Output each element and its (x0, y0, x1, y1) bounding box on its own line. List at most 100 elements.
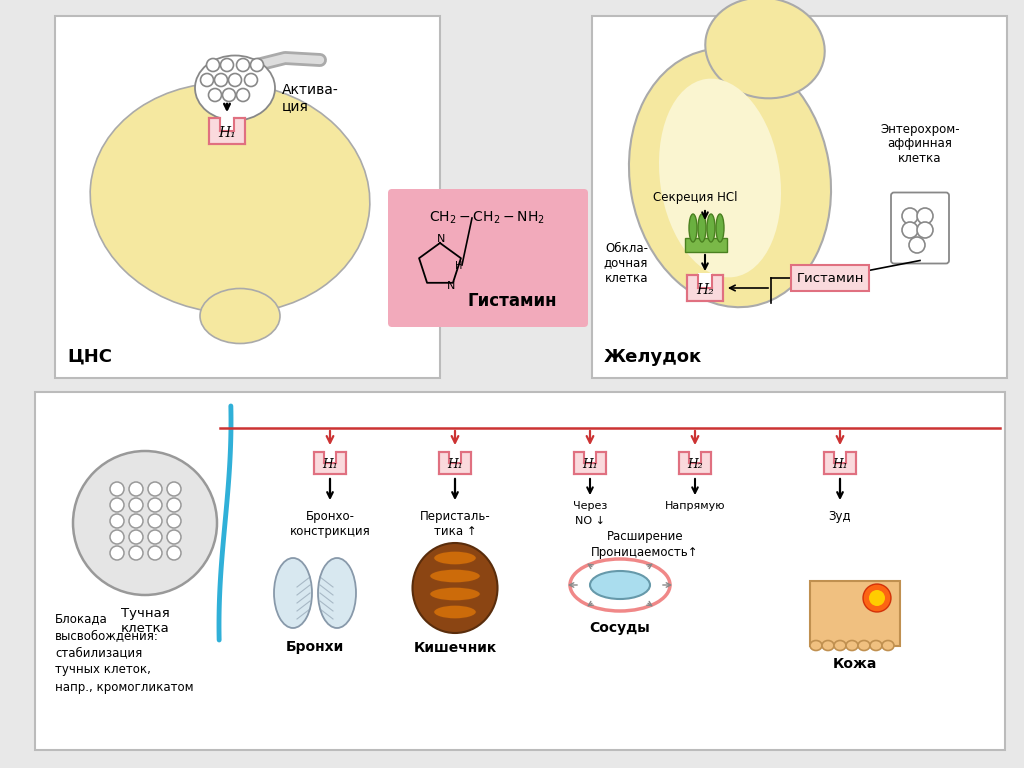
Text: Перисталь-
тика ↑: Перисталь- тика ↑ (420, 510, 490, 538)
Bar (685, 238, 727, 252)
Text: Напрямую: Напрямую (665, 501, 725, 511)
Bar (449, 449, 461, 463)
Text: $\mathregular{CH_2-CH_2-NH_2}$: $\mathregular{CH_2-CH_2-NH_2}$ (429, 210, 545, 227)
Text: H₁: H₁ (447, 458, 463, 472)
Circle shape (902, 222, 918, 238)
Circle shape (228, 74, 242, 87)
Text: Через: Через (572, 501, 607, 511)
Bar (209, 118, 245, 144)
Circle shape (167, 514, 181, 528)
Circle shape (110, 546, 124, 560)
Bar (35, 392, 1005, 750)
Circle shape (148, 498, 162, 512)
Circle shape (918, 208, 933, 224)
Ellipse shape (590, 571, 650, 599)
Ellipse shape (810, 641, 822, 650)
Bar (55, 16, 440, 378)
Circle shape (237, 58, 250, 71)
Ellipse shape (433, 605, 476, 619)
Circle shape (167, 498, 181, 512)
Bar (689, 449, 701, 463)
Bar (314, 452, 346, 475)
Bar (679, 452, 711, 475)
Text: N: N (446, 281, 455, 291)
Circle shape (869, 590, 885, 606)
Ellipse shape (716, 214, 724, 242)
Circle shape (220, 58, 233, 71)
Circle shape (222, 88, 236, 101)
Text: Гистамин: Гистамин (467, 292, 557, 310)
Circle shape (148, 482, 162, 496)
Text: H₂: H₂ (696, 283, 714, 297)
Circle shape (148, 514, 162, 528)
Circle shape (207, 58, 219, 71)
Text: Расширение: Расширение (606, 530, 683, 543)
Circle shape (148, 546, 162, 560)
Bar (592, 16, 1007, 378)
Text: Кишечник: Кишечник (414, 641, 497, 655)
Text: H₁: H₁ (218, 126, 236, 140)
Circle shape (129, 530, 143, 544)
Text: Тучная
клетка: Тучная клетка (121, 607, 169, 635)
Text: H₁: H₁ (583, 458, 598, 472)
Text: H₁: H₁ (833, 458, 848, 472)
Text: Обкла-
дочная
клетка: Обкла- дочная клетка (603, 241, 648, 284)
Ellipse shape (274, 558, 312, 628)
Ellipse shape (822, 641, 834, 650)
Text: Зуд: Зуд (828, 510, 851, 523)
Circle shape (167, 482, 181, 496)
Circle shape (129, 514, 143, 528)
Circle shape (110, 530, 124, 544)
Circle shape (902, 208, 918, 224)
Ellipse shape (90, 83, 370, 313)
Bar (584, 449, 596, 463)
Ellipse shape (707, 214, 715, 242)
Text: H₂: H₂ (687, 458, 702, 472)
Circle shape (201, 74, 213, 87)
Bar (220, 116, 234, 131)
Text: H: H (456, 261, 463, 271)
Text: NO ↓: NO ↓ (575, 516, 605, 526)
Text: Гистамин: Гистамин (797, 272, 864, 284)
Ellipse shape (698, 214, 706, 242)
Bar (824, 452, 856, 475)
Text: Блокада
высвобождения:
стабилизация
тучных клеток,
напр., кромогликатом: Блокада высвобождения: стабилизация тучн… (55, 613, 194, 694)
Circle shape (129, 482, 143, 496)
Bar (791, 265, 869, 291)
Text: Секреция HCl: Секреция HCl (652, 191, 737, 204)
Ellipse shape (200, 289, 280, 343)
Circle shape (110, 498, 124, 512)
Circle shape (167, 530, 181, 544)
Text: Актива-
ция: Актива- ция (282, 83, 339, 113)
Ellipse shape (413, 543, 498, 633)
Circle shape (214, 74, 227, 87)
Circle shape (110, 514, 124, 528)
Circle shape (209, 88, 221, 101)
Bar (810, 581, 900, 645)
Bar (574, 452, 606, 475)
Text: ЦНС: ЦНС (67, 348, 112, 366)
Ellipse shape (689, 214, 697, 242)
Circle shape (73, 451, 217, 595)
Circle shape (129, 546, 143, 560)
Ellipse shape (629, 49, 831, 307)
Circle shape (167, 546, 181, 560)
Ellipse shape (429, 569, 480, 583)
Text: N: N (437, 234, 445, 244)
Ellipse shape (846, 641, 858, 650)
Text: Желудок: Желудок (604, 348, 702, 366)
Text: Бронхи: Бронхи (286, 640, 344, 654)
FancyBboxPatch shape (891, 193, 949, 263)
Circle shape (251, 58, 263, 71)
Ellipse shape (429, 587, 480, 601)
Bar (834, 449, 846, 463)
Circle shape (110, 482, 124, 496)
Text: Энтерохром-
аффинная
клетка: Энтерохром- аффинная клетка (881, 123, 959, 165)
Bar (324, 449, 336, 463)
Text: Кожа: Кожа (833, 657, 878, 671)
Text: Проницаемость↑: Проницаемость↑ (591, 546, 698, 559)
Text: H₁: H₁ (323, 458, 338, 472)
Ellipse shape (858, 641, 870, 650)
Bar (687, 275, 723, 301)
Bar (439, 452, 471, 475)
